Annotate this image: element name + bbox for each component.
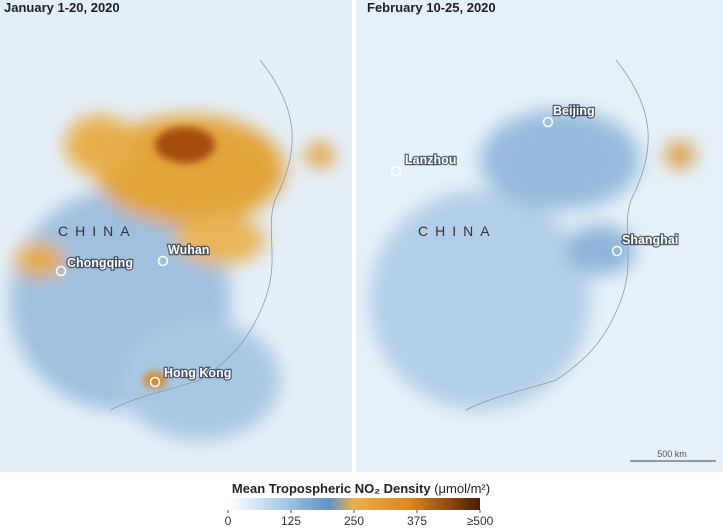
legend: Mean Tropospheric NO₂ Density (μmol/m²) …: [225, 481, 494, 528]
map-panel-left: January 1-20, 2020 CHINA Chongqing Wuhan…: [0, 0, 352, 472]
city-label: Hong Kong: [164, 366, 231, 380]
color-bar: [228, 498, 480, 510]
tick-label: 125: [281, 514, 301, 528]
tick-label: 0: [225, 514, 232, 528]
city-label: Chongqing: [67, 256, 133, 270]
city-label: Shanghai: [622, 233, 678, 247]
tick-label: 250: [344, 514, 364, 528]
panel-title: February 10-25, 2020: [367, 0, 496, 15]
city-marker: [55, 265, 67, 277]
city-marker: [611, 245, 623, 257]
city-label: Lanzhou: [405, 153, 456, 167]
legend-title: Mean Tropospheric NO₂ Density (μmol/m²): [232, 481, 490, 496]
city-label: Beijing: [553, 104, 595, 118]
city-marker: [149, 376, 161, 388]
legend-title-text: Mean Tropospheric NO₂ Density: [232, 481, 431, 496]
legend-unit: (μmol/m²): [434, 481, 490, 496]
city-marker: [390, 165, 402, 177]
city-marker: [157, 255, 169, 267]
tick-label: 375: [407, 514, 427, 528]
country-label: CHINA: [418, 223, 497, 239]
map-panel-right: February 10-25, 2020 CHINA Beijing Lanzh…: [356, 0, 723, 472]
city-marker: [542, 116, 554, 128]
tick-label: ≥500: [467, 514, 494, 528]
scale-label: 500 km: [657, 449, 687, 459]
country-label: CHINA: [58, 223, 137, 239]
city-label: Wuhan: [168, 243, 209, 257]
panel-title: January 1-20, 2020: [4, 0, 120, 15]
